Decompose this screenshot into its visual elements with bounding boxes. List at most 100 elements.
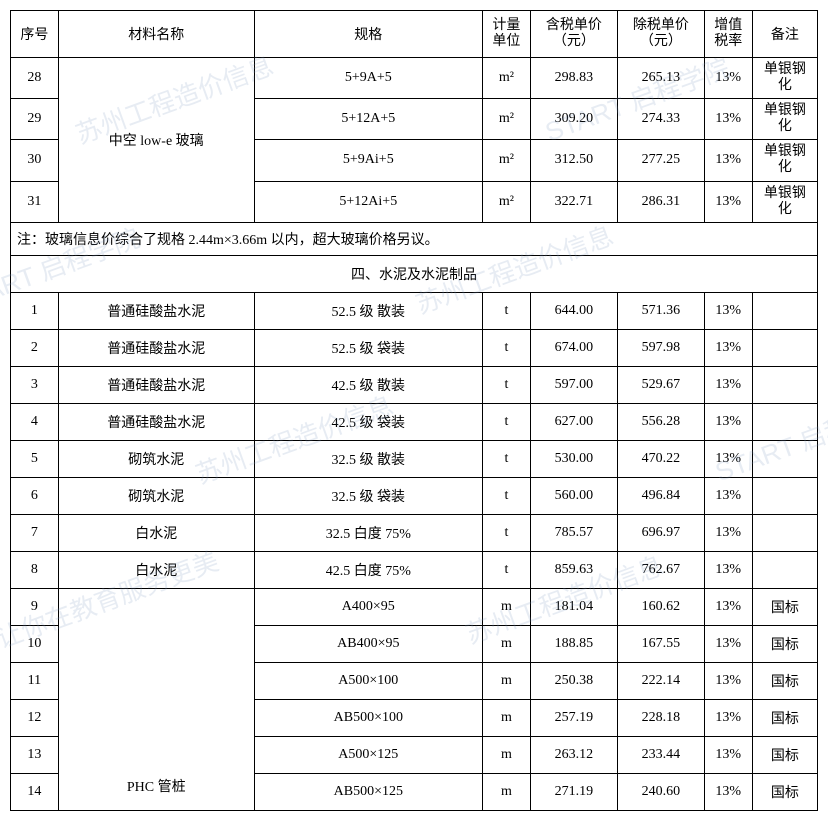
cell-price-notax: 597.98 xyxy=(617,329,704,366)
cell-material-name: 普通硅酸盐水泥 xyxy=(58,403,254,440)
cell-price-notax: 222.14 xyxy=(617,662,704,699)
cell-index: 29 xyxy=(11,99,59,140)
cell-unit: t xyxy=(483,366,531,403)
cell-index: 6 xyxy=(11,477,59,514)
col-taxrate: 增值税率 xyxy=(704,11,752,58)
cell-index: 3 xyxy=(11,366,59,403)
col-remark: 备注 xyxy=(752,11,817,58)
cell-remark: 单银钢化 xyxy=(752,181,817,222)
cell-price-notax: 274.33 xyxy=(617,99,704,140)
cell-unit: t xyxy=(483,329,531,366)
cell-index: 14 xyxy=(11,773,59,810)
table-row: 9PHC 管桩A400×95m181.04160.6213%国标 xyxy=(11,588,818,625)
cell-remark: 国标 xyxy=(752,588,817,625)
cell-price-tax: 271.19 xyxy=(530,773,617,810)
cell-remark xyxy=(752,514,817,551)
cell-price-tax: 312.50 xyxy=(530,140,617,181)
cell-unit: t xyxy=(483,514,531,551)
cell-price-notax: 571.36 xyxy=(617,292,704,329)
col-unit: 计量单位 xyxy=(483,11,531,58)
cell-material-name: 白水泥 xyxy=(58,514,254,551)
col-price-tax: 含税单价（元） xyxy=(530,11,617,58)
cell-spec: 42.5 级 袋装 xyxy=(254,403,482,440)
cell-taxrate: 13% xyxy=(704,514,752,551)
cell-unit: t xyxy=(483,477,531,514)
cell-remark xyxy=(752,551,817,588)
cell-unit: t xyxy=(483,403,531,440)
cell-price-notax: 228.18 xyxy=(617,699,704,736)
cell-taxrate: 13% xyxy=(704,99,752,140)
cell-material-name: 普通硅酸盐水泥 xyxy=(58,329,254,366)
cell-price-notax: 286.31 xyxy=(617,181,704,222)
cell-price-tax: 674.00 xyxy=(530,329,617,366)
cell-price-tax: 560.00 xyxy=(530,477,617,514)
cell-remark xyxy=(752,403,817,440)
cell-taxrate: 13% xyxy=(704,736,752,773)
table-row: 4普通硅酸盐水泥42.5 级 袋装t627.00556.2813% xyxy=(11,403,818,440)
cell-price-notax: 160.62 xyxy=(617,588,704,625)
cell-price-tax: 785.57 xyxy=(530,514,617,551)
cell-spec: 32.5 白度 75% xyxy=(254,514,482,551)
cell-taxrate: 13% xyxy=(704,588,752,625)
cell-material-name: PHC 管桩 xyxy=(58,588,254,810)
cell-spec: 5+12A+5 xyxy=(254,99,482,140)
cell-taxrate: 13% xyxy=(704,58,752,99)
cell-remark: 国标 xyxy=(752,662,817,699)
cell-price-notax: 496.84 xyxy=(617,477,704,514)
cell-price-tax: 181.04 xyxy=(530,588,617,625)
cell-price-tax: 188.85 xyxy=(530,625,617,662)
cell-spec: 52.5 级 散装 xyxy=(254,292,482,329)
cell-price-tax: 644.00 xyxy=(530,292,617,329)
cell-spec: 32.5 级 袋装 xyxy=(254,477,482,514)
cell-unit: m xyxy=(483,699,531,736)
cell-taxrate: 13% xyxy=(704,551,752,588)
materials-price-table-container: 苏州工程造价信息 START 启程学院 START 启程学院 苏州工程造价信息 … xyxy=(10,10,818,811)
cell-taxrate: 13% xyxy=(704,773,752,810)
cell-price-notax: 167.55 xyxy=(617,625,704,662)
cell-unit: t xyxy=(483,551,531,588)
cell-material-name: 普通硅酸盐水泥 xyxy=(58,292,254,329)
cell-remark: 国标 xyxy=(752,625,817,662)
cell-index: 10 xyxy=(11,625,59,662)
table-header-row: 序号 材料名称 规格 计量单位 含税单价（元） 除税单价（元） 增值税率 备注 xyxy=(11,11,818,58)
cell-unit: t xyxy=(483,292,531,329)
cell-unit: m xyxy=(483,736,531,773)
cell-price-notax: 529.67 xyxy=(617,366,704,403)
cell-spec: 52.5 级 袋装 xyxy=(254,329,482,366)
cell-remark xyxy=(752,440,817,477)
note-row: 注：玻璃信息价综合了规格 2.44m×3.66m 以内，超大玻璃价格另议。 xyxy=(11,222,818,255)
table-row: 7白水泥32.5 白度 75%t785.57696.9713% xyxy=(11,514,818,551)
cell-unit: m² xyxy=(483,181,531,222)
table-body: 28中空 low-e 玻璃5+9A+5m²298.83265.1313%单银钢化… xyxy=(11,58,818,811)
col-index: 序号 xyxy=(11,11,59,58)
section-title-cell: 四、水泥及水泥制品 xyxy=(11,255,818,292)
cell-unit: t xyxy=(483,440,531,477)
cell-taxrate: 13% xyxy=(704,477,752,514)
cell-unit: m xyxy=(483,662,531,699)
cell-remark: 单银钢化 xyxy=(752,58,817,99)
cell-taxrate: 13% xyxy=(704,625,752,662)
cell-spec: 5+9Ai+5 xyxy=(254,140,482,181)
cell-price-notax: 762.67 xyxy=(617,551,704,588)
cell-spec: 5+9A+5 xyxy=(254,58,482,99)
section-title-row: 四、水泥及水泥制品 xyxy=(11,255,818,292)
materials-price-table: 序号 材料名称 规格 计量单位 含税单价（元） 除税单价（元） 增值税率 备注 … xyxy=(10,10,818,811)
table-row: 1普通硅酸盐水泥52.5 级 散装t644.00571.3613% xyxy=(11,292,818,329)
cell-unit: m² xyxy=(483,99,531,140)
cell-index: 8 xyxy=(11,551,59,588)
cell-index: 7 xyxy=(11,514,59,551)
cell-unit: m xyxy=(483,625,531,662)
cell-price-notax: 556.28 xyxy=(617,403,704,440)
cell-index: 30 xyxy=(11,140,59,181)
cell-taxrate: 13% xyxy=(704,403,752,440)
cell-spec: AB500×100 xyxy=(254,699,482,736)
table-row: 28中空 low-e 玻璃5+9A+5m²298.83265.1313%单银钢化 xyxy=(11,58,818,99)
cell-taxrate: 13% xyxy=(704,366,752,403)
table-row: 5砌筑水泥32.5 级 散装t530.00470.2213% xyxy=(11,440,818,477)
table-row: 6砌筑水泥32.5 级 袋装t560.00496.8413% xyxy=(11,477,818,514)
cell-price-notax: 470.22 xyxy=(617,440,704,477)
cell-price-tax: 250.38 xyxy=(530,662,617,699)
cell-material-name: 普通硅酸盐水泥 xyxy=(58,366,254,403)
cell-taxrate: 13% xyxy=(704,699,752,736)
cell-spec: AB400×95 xyxy=(254,625,482,662)
